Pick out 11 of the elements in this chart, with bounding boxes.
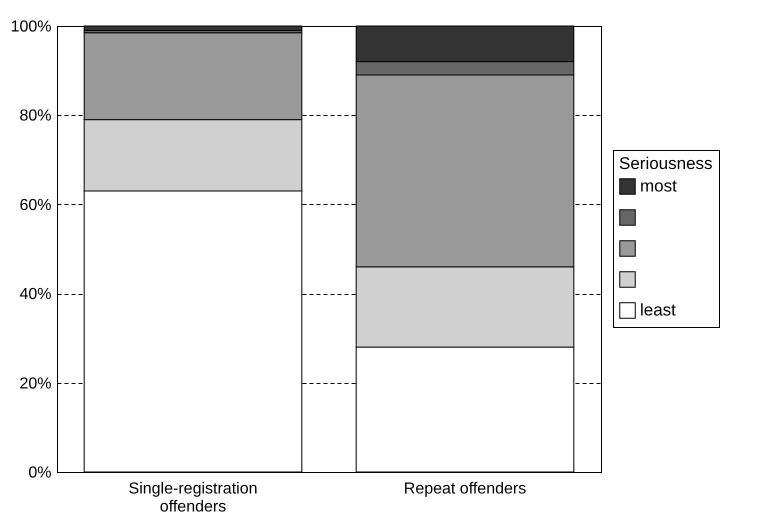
legend-label: least — [640, 300, 676, 320]
legend-label: most — [640, 176, 678, 196]
x-tick-label: Repeat offenders — [404, 480, 526, 498]
y-tick-label: 40% — [19, 286, 52, 304]
y-tick-label: 60% — [19, 196, 52, 214]
y-tick-label: 100% — [10, 18, 52, 36]
legend-title: Seriousness — [619, 154, 713, 173]
y-tick-label: 20% — [19, 375, 52, 392]
y-tick-label: 80% — [19, 108, 52, 125]
y-tick-label: 0% — [28, 464, 52, 482]
x-tick-label: Single-registration offenders — [128, 480, 258, 516]
